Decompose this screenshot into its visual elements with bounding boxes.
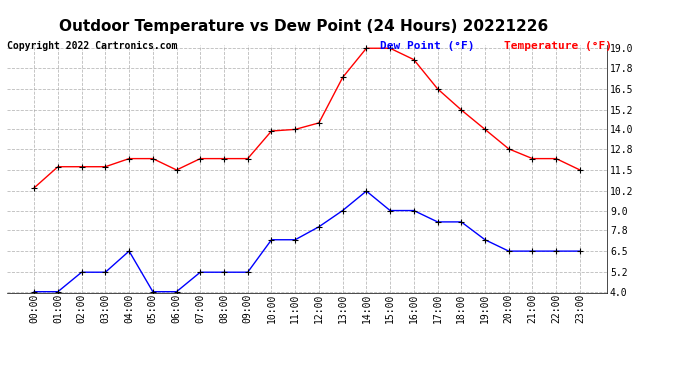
Text: Dew Point (°F): Dew Point (°F) bbox=[380, 41, 474, 51]
Text: Outdoor Temperature vs Dew Point (24 Hours) 20221226: Outdoor Temperature vs Dew Point (24 Hou… bbox=[59, 19, 549, 34]
Text: Temperature (°F): Temperature (°F) bbox=[504, 41, 612, 51]
Text: Copyright 2022 Cartronics.com: Copyright 2022 Cartronics.com bbox=[7, 41, 177, 51]
